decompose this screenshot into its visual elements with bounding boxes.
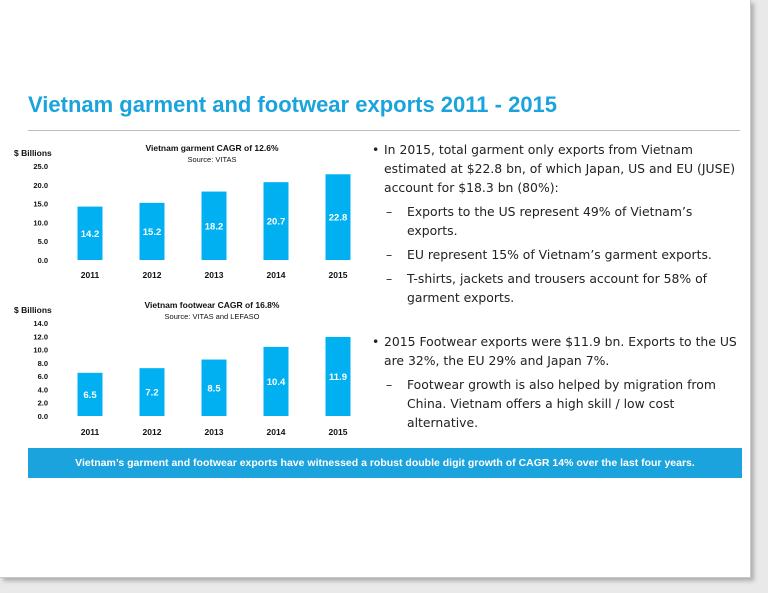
- y-axis-label: $ Billions: [14, 148, 52, 158]
- bar-value-label: 10.4: [267, 377, 286, 388]
- y-axis-label: $ Billions: [14, 305, 52, 315]
- garment-bullets: In 2015, total garment only exports from…: [370, 140, 742, 307]
- bar-2012: [139, 368, 165, 416]
- x-category-label: 2014: [267, 427, 286, 437]
- garment-exports-chart: Vietnam garment CAGR of 12.6% Source: VI…: [14, 143, 351, 280]
- bar-2011: [77, 372, 103, 416]
- y-tick-label: 0.0: [38, 256, 48, 265]
- x-category-label: 2012: [143, 427, 162, 437]
- y-tick-label: 14.0: [33, 319, 48, 328]
- x-category-label: 2015: [329, 427, 348, 437]
- bar-value-label: 11.9: [329, 372, 347, 383]
- bar-2011: [77, 206, 103, 260]
- y-tick-label: 5.0: [38, 237, 48, 246]
- y-tick-label: 15.0: [33, 200, 48, 209]
- chart-title: Vietnam footwear CAGR of 16.8%: [145, 300, 280, 310]
- y-tick-label: 20.0: [33, 181, 48, 190]
- bar-value-label: 18.2: [205, 221, 224, 232]
- bullet-main: 2015 Footwear exports were $11.9 bn. Exp…: [370, 332, 742, 370]
- bar-2013: [201, 191, 227, 260]
- bar-2012: [139, 202, 165, 260]
- x-category-label: 2013: [205, 270, 224, 280]
- bar-value-label: 6.5: [83, 390, 97, 401]
- chart-source: Source: VITAS: [187, 155, 236, 164]
- bullet-sub: Footwear growth is also helped by migrat…: [370, 375, 742, 432]
- bar-value-label: 14.2: [81, 229, 100, 240]
- bar-2013: [201, 359, 227, 416]
- y-tick-label: 10.0: [33, 218, 48, 227]
- bar-value-label: 15.2: [143, 227, 162, 238]
- bullet-main: In 2015, total garment only exports from…: [370, 140, 742, 197]
- bar-2015: [325, 336, 351, 416]
- bar-2014: [263, 182, 289, 260]
- x-category-label: 2014: [267, 270, 286, 280]
- bar-value-label: 8.5: [207, 383, 221, 394]
- bar-2014: [263, 346, 289, 416]
- x-category-label: 2012: [143, 270, 162, 280]
- slide-title: Vietnam garment and footwear exports 201…: [28, 92, 558, 117]
- x-category-label: 2011: [81, 427, 100, 437]
- bar-value-label: 22.8: [329, 213, 348, 224]
- bullet-sub: EU represent 15% of Vietnam’s garment ex…: [370, 245, 742, 264]
- bar-value-label: 20.7: [267, 217, 286, 228]
- y-tick-label: 6.0: [38, 372, 48, 381]
- bar-value-label: 7.2: [145, 388, 158, 399]
- bullet-sub: T-shirts, jackets and trousers account f…: [370, 269, 742, 307]
- y-tick-label: 8.0: [38, 359, 48, 368]
- bullet-sub: Exports to the US represent 49% of Vietn…: [370, 202, 742, 240]
- y-tick-label: 0.0: [38, 412, 48, 421]
- y-tick-label: 10.0: [33, 346, 48, 355]
- y-tick-label: 4.0: [38, 385, 48, 394]
- slide: Vietnam garment and footwear exports 201…: [0, 0, 751, 578]
- y-tick-label: 12.0: [33, 332, 48, 341]
- footwear-bullets: 2015 Footwear exports were $11.9 bn. Exp…: [370, 332, 742, 432]
- y-tick-label: 25.0: [33, 162, 48, 171]
- x-category-label: 2015: [329, 270, 348, 280]
- chart-source: Source: VITAS and LEFASO: [165, 312, 260, 321]
- footwear-exports-chart: Vietnam footwear CAGR of 16.8% Source: V…: [14, 300, 351, 437]
- chart-title: Vietnam garment CAGR of 12.6%: [145, 143, 278, 153]
- y-tick-label: 2.0: [38, 399, 48, 408]
- bar-2015: [325, 174, 351, 260]
- x-category-label: 2011: [81, 270, 100, 280]
- x-category-label: 2013: [205, 427, 224, 437]
- title-divider: [28, 130, 740, 131]
- summary-banner: Vietnam’s garment and footwear exports h…: [28, 448, 742, 478]
